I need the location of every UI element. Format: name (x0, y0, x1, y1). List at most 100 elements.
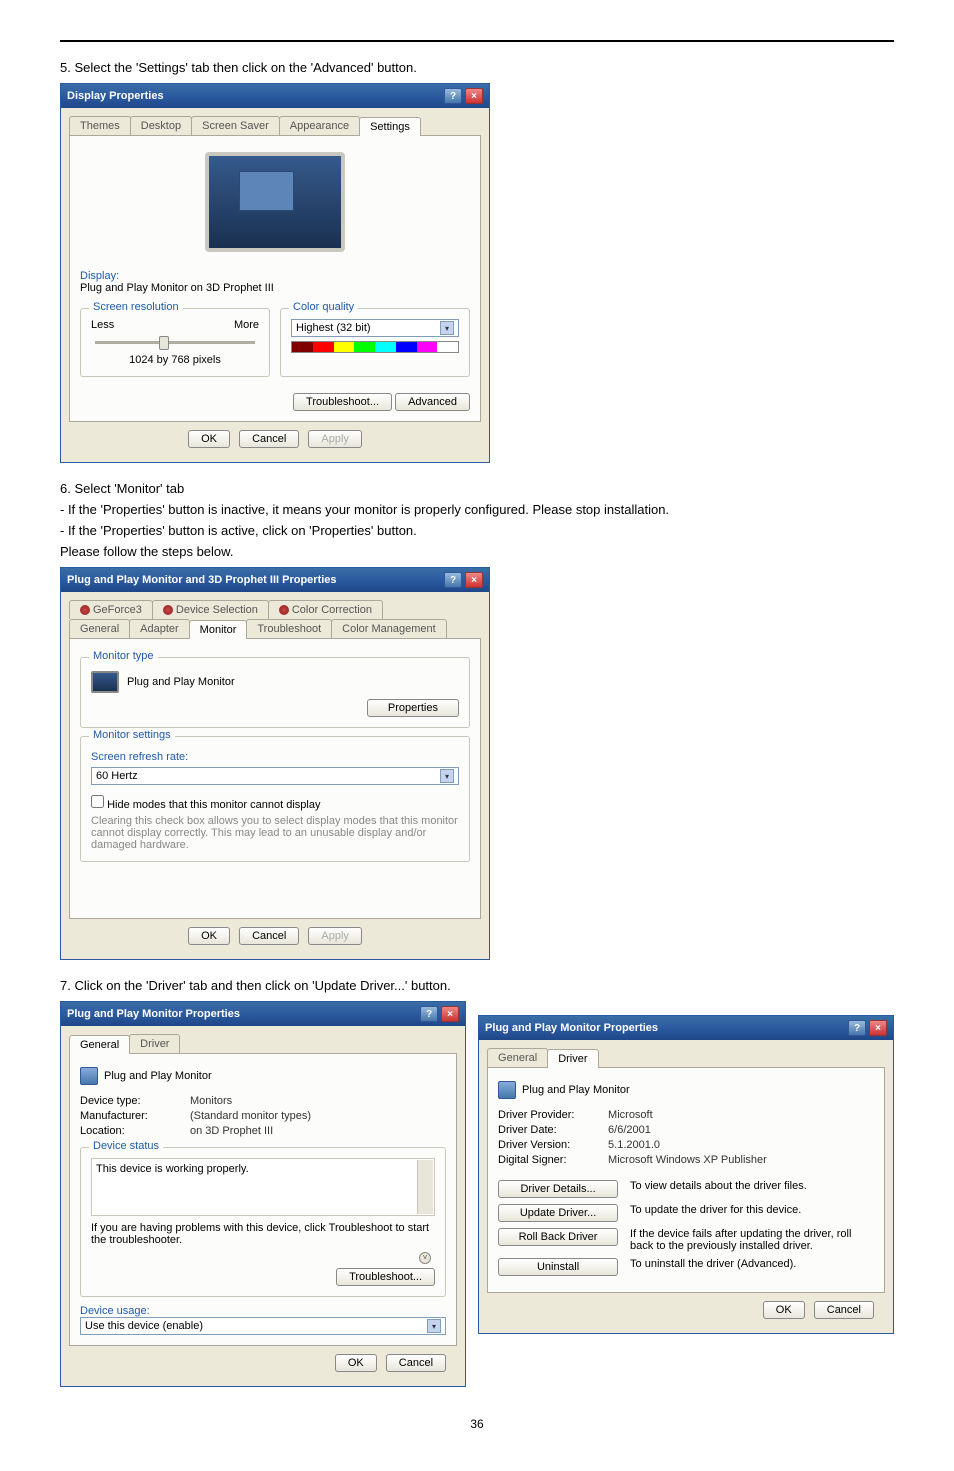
tabstrip: Themes Desktop Screen Saver Appearance S… (69, 116, 481, 136)
help-icon[interactable]: ? (444, 88, 462, 104)
device-icon (498, 1081, 516, 1099)
expand-icon[interactable]: ˅ (419, 1252, 431, 1264)
color-quality-select[interactable]: Highest (32 bit) ▾ (291, 319, 459, 337)
apply-button: Apply (308, 927, 362, 945)
help-icon[interactable]: ? (444, 572, 462, 588)
step6-text: 6. Select 'Monitor' tab (60, 481, 894, 496)
device-status-box: This device is working properly. ˄ (91, 1158, 435, 1216)
prophet-properties-dialog: Plug and Play Monitor and 3D Prophet III… (60, 567, 490, 960)
properties-button[interactable]: Properties (367, 699, 459, 717)
step6a-text: - If the 'Properties' button is inactive… (60, 502, 894, 517)
resolution-value: 1024 by 768 pixels (91, 354, 259, 366)
refresh-rate-select[interactable]: 60 Hertz ▾ (91, 767, 459, 785)
tab-driver[interactable]: Driver (547, 1049, 598, 1068)
apply-button: Apply (308, 430, 362, 448)
display-label: Display: (80, 270, 470, 282)
tab-color-correction[interactable]: Color Correction (268, 600, 383, 619)
ok-button[interactable]: OK (188, 430, 230, 448)
display-name: Plug and Play Monitor on 3D Prophet III (80, 282, 470, 294)
cancel-button[interactable]: Cancel (239, 927, 299, 945)
titlebar: Display Properties ? × (61, 84, 489, 108)
monitor-preview-icon (205, 152, 345, 252)
status-help: If you are having problems with this dev… (91, 1222, 435, 1246)
tab-color-mgmt[interactable]: Color Management (331, 619, 447, 638)
hide-modes-label: Hide modes that this monitor cannot disp… (107, 799, 320, 811)
tab-monitor[interactable]: Monitor (189, 620, 248, 639)
dialog-title: Display Properties (67, 90, 164, 102)
tab-general[interactable]: General (69, 619, 130, 638)
ok-button[interactable]: OK (335, 1354, 377, 1372)
nvidia-icon (80, 605, 90, 615)
rollback-driver-button[interactable]: Roll Back Driver (498, 1228, 618, 1246)
dialog-title: Plug and Play Monitor and 3D Prophet III… (67, 574, 337, 586)
monitor-name: Plug and Play Monitor (127, 676, 235, 688)
color-quality-title: Color quality (289, 301, 358, 313)
page-number: 36 (60, 1417, 894, 1431)
cancel-button[interactable]: Cancel (239, 430, 299, 448)
less-label: Less (91, 319, 114, 331)
help-icon[interactable]: ? (848, 1020, 866, 1036)
color-strip (291, 341, 459, 353)
ok-button[interactable]: OK (763, 1301, 805, 1319)
troubleshoot-button[interactable]: Troubleshoot... (293, 393, 392, 411)
tab-desktop[interactable]: Desktop (130, 116, 192, 135)
step7-text: 7. Click on the 'Driver' tab and then cl… (60, 978, 894, 993)
tab-driver[interactable]: Driver (129, 1034, 180, 1053)
dialog-title: Plug and Play Monitor Properties (485, 1022, 658, 1034)
cancel-button[interactable]: Cancel (386, 1354, 446, 1372)
close-icon[interactable]: × (441, 1006, 459, 1022)
cancel-button[interactable]: Cancel (814, 1301, 874, 1319)
tab-adapter[interactable]: Adapter (129, 619, 190, 638)
step6c-text: Please follow the steps below. (60, 544, 894, 559)
tab-general[interactable]: General (69, 1035, 130, 1054)
ok-button[interactable]: OK (188, 927, 230, 945)
close-icon[interactable]: × (869, 1020, 887, 1036)
uninstall-button[interactable]: Uninstall (498, 1258, 618, 1276)
tab-general[interactable]: General (487, 1048, 548, 1067)
screen-res-title: Screen resolution (89, 301, 183, 313)
tab-settings[interactable]: Settings (359, 117, 421, 136)
device-name: Plug and Play Monitor (522, 1084, 630, 1096)
driver-details-button[interactable]: Driver Details... (498, 1180, 618, 1198)
titlebar: Plug and Play Monitor and 3D Prophet III… (61, 568, 489, 592)
nvidia-icon (279, 605, 289, 615)
resolution-slider[interactable] (95, 341, 255, 344)
monitor-settings-title: Monitor settings (89, 729, 175, 741)
monitor-icon (91, 671, 119, 693)
dialog-title: Plug and Play Monitor Properties (67, 1008, 240, 1020)
hide-modes-desc: Clearing this check box allows you to se… (91, 815, 459, 851)
tab-troubleshoot[interactable]: Troubleshoot (246, 619, 332, 638)
help-icon[interactable]: ? (420, 1006, 438, 1022)
scrollbar[interactable] (417, 1160, 433, 1214)
more-label: More (234, 319, 259, 331)
device-icon (80, 1067, 98, 1085)
nvidia-icon (163, 605, 173, 615)
device-usage-select[interactable]: Use this device (enable) ▾ (80, 1317, 446, 1335)
device-status-title: Device status (89, 1140, 163, 1152)
device-name: Plug and Play Monitor (104, 1070, 212, 1082)
top-rule (60, 40, 894, 42)
tab-geforce3[interactable]: GeForce3 (69, 600, 153, 619)
pnp-monitor-general-dialog: Plug and Play Monitor Properties ? × Gen… (60, 1001, 466, 1387)
troubleshoot-button[interactable]: Troubleshoot... (336, 1268, 435, 1286)
refresh-rate-label: Screen refresh rate: (91, 751, 188, 763)
close-icon[interactable]: × (465, 572, 483, 588)
tab-screensaver[interactable]: Screen Saver (191, 116, 280, 135)
tab-appearance[interactable]: Appearance (279, 116, 360, 135)
step6b-text: - If the 'Properties' button is active, … (60, 523, 894, 538)
hide-modes-checkbox[interactable] (91, 795, 104, 808)
advanced-button[interactable]: Advanced (395, 393, 470, 411)
step5-text: 5. Select the 'Settings' tab then click … (60, 60, 894, 75)
tab-themes[interactable]: Themes (69, 116, 131, 135)
display-properties-dialog: Display Properties ? × Themes Desktop Sc… (60, 83, 490, 463)
tab-device-selection[interactable]: Device Selection (152, 600, 269, 619)
close-icon[interactable]: × (465, 88, 483, 104)
chevron-down-icon: ▾ (440, 769, 454, 783)
device-usage-label: Device usage: (80, 1305, 150, 1317)
chevron-down-icon: ▾ (427, 1319, 441, 1333)
chevron-down-icon: ▾ (440, 321, 454, 335)
pnp-monitor-driver-dialog: Plug and Play Monitor Properties ? × Gen… (478, 1015, 894, 1334)
monitor-type-title: Monitor type (89, 650, 158, 662)
color-value: Highest (32 bit) (296, 322, 371, 334)
update-driver-button[interactable]: Update Driver... (498, 1204, 618, 1222)
